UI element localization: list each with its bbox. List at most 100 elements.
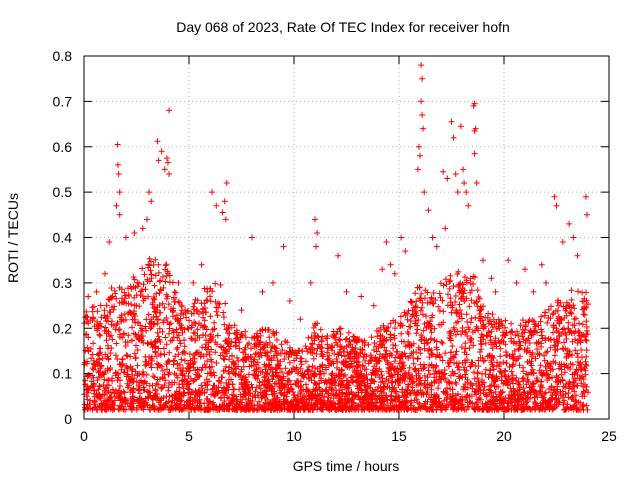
data-point (565, 390, 572, 396)
data-point (109, 375, 116, 382)
data-point (333, 387, 340, 394)
data-point (127, 377, 133, 384)
data-point (203, 376, 210, 383)
data-point (158, 148, 165, 155)
data-point (553, 202, 560, 209)
data-point (342, 336, 349, 343)
data-point (246, 404, 253, 411)
data-point (460, 383, 467, 390)
data-point (286, 298, 293, 304)
data-point (415, 317, 422, 323)
data-point (577, 375, 584, 381)
data-point (219, 209, 226, 216)
data-point (259, 345, 266, 352)
data-point (84, 314, 91, 321)
data-point (273, 345, 280, 352)
data-point (452, 171, 459, 177)
data-point (574, 359, 581, 365)
data-point (274, 361, 281, 368)
y-tick-label: 0.5 (53, 184, 73, 200)
data-point (489, 361, 496, 368)
data-point (582, 193, 589, 200)
data-point (444, 175, 451, 182)
data-point (213, 388, 220, 395)
y-tick-label: 0.8 (53, 48, 73, 64)
data-point (144, 388, 151, 395)
data-point (297, 316, 304, 323)
data-point (286, 388, 293, 395)
data-point (523, 399, 529, 406)
data-point (483, 391, 489, 398)
data-point (368, 334, 375, 341)
data-point (456, 398, 463, 405)
data-point (387, 261, 394, 268)
data-point (262, 350, 269, 357)
data-point (278, 390, 285, 397)
data-point (424, 384, 431, 391)
data-point (193, 307, 200, 313)
data-point (281, 356, 288, 363)
data-point (505, 257, 512, 264)
data-point (332, 382, 339, 389)
data-point (240, 363, 247, 370)
data-point (433, 370, 440, 377)
data-point (108, 393, 115, 400)
data-point (321, 379, 328, 386)
data-point (231, 386, 238, 393)
data-point (146, 382, 153, 389)
data-point (257, 389, 264, 396)
data-point (580, 376, 587, 383)
data-point (419, 304, 425, 311)
data-point (402, 248, 409, 255)
data-points (81, 62, 591, 413)
data-point (395, 393, 401, 399)
data-point (200, 324, 206, 331)
data-point (568, 287, 575, 294)
data-point (223, 180, 230, 186)
data-point (434, 346, 440, 353)
data-point (159, 328, 166, 335)
data-point (309, 341, 316, 348)
y-tick-label: 0.3 (53, 275, 73, 291)
data-point (418, 332, 425, 339)
data-point (117, 383, 123, 389)
data-point (417, 152, 423, 159)
data-point (417, 361, 424, 368)
data-point (564, 347, 571, 354)
data-point (382, 394, 389, 401)
data-point (388, 404, 395, 411)
data-point (566, 220, 573, 227)
data-point (275, 402, 282, 409)
data-point (269, 391, 276, 398)
data-point (211, 372, 218, 379)
data-point (394, 396, 400, 403)
data-point (312, 387, 319, 393)
data-point (479, 400, 486, 407)
data-point (329, 400, 336, 407)
data-point (407, 375, 414, 382)
data-point (212, 404, 219, 411)
data-point (454, 309, 461, 316)
data-point (466, 398, 473, 405)
data-point (285, 369, 292, 376)
data-point (83, 404, 90, 411)
data-point (547, 336, 554, 343)
data-point (560, 399, 567, 406)
data-point (228, 324, 235, 331)
data-point (258, 394, 265, 401)
data-point (106, 296, 113, 303)
data-point (341, 353, 348, 360)
data-point (489, 372, 496, 379)
data-point (451, 326, 458, 333)
data-point (447, 335, 454, 342)
data-point (543, 349, 549, 356)
data-point (436, 321, 443, 328)
data-point (412, 320, 419, 327)
data-point (480, 257, 486, 264)
data-point (196, 320, 203, 327)
data-point (512, 332, 519, 338)
data-point (398, 234, 405, 241)
data-point (132, 331, 139, 338)
data-point (128, 337, 135, 344)
data-point (163, 155, 170, 162)
